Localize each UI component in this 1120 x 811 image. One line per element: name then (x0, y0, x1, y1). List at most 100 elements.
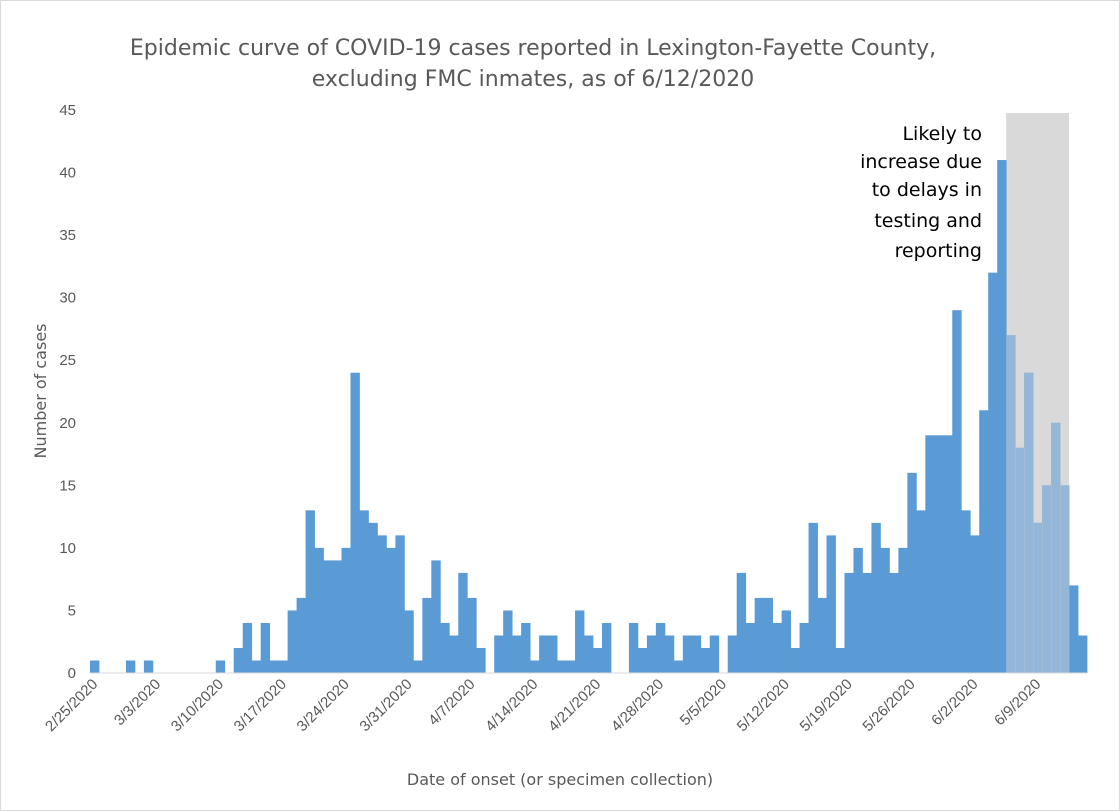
bar (494, 635, 504, 673)
bar (1060, 485, 1070, 673)
bar (431, 560, 441, 673)
bar (637, 647, 648, 673)
bar (925, 435, 935, 673)
x-tick-label: 3/10/2020 (168, 676, 227, 735)
x-tick-label: 6/2/2020 (928, 676, 981, 729)
bar (898, 547, 908, 673)
bar (754, 597, 765, 673)
bar (934, 435, 944, 673)
bar (799, 622, 809, 673)
bar (314, 547, 324, 673)
bar (1069, 585, 1079, 673)
y-tick-label: 35 (59, 227, 76, 244)
bar (853, 547, 863, 673)
bar (530, 660, 540, 673)
y-tick-label: 10 (59, 540, 76, 557)
y-tick-label: 20 (59, 415, 76, 432)
bar (584, 635, 594, 673)
bar (90, 660, 100, 673)
x-axis-title: Date of onset (or specimen collection) (407, 770, 713, 789)
bar (305, 510, 315, 673)
bar (377, 535, 387, 673)
bar (736, 572, 747, 673)
bar (970, 535, 980, 673)
y-tick-label: 0 (68, 665, 76, 682)
y-tick-label: 25 (59, 352, 76, 369)
bar (601, 622, 612, 673)
bar-overlay (1042, 485, 1052, 673)
x-tick-label: 4/7/2020 (425, 676, 478, 729)
bar (691, 635, 702, 673)
y-tick-label: 30 (59, 290, 76, 307)
bar (943, 435, 953, 673)
bar (215, 660, 226, 673)
x-tick-label: 4/28/2020 (608, 676, 667, 735)
chart-title-line-1: Epidemic curve of COVID-19 cases reporte… (130, 36, 936, 61)
bar (835, 647, 845, 673)
bar (269, 660, 280, 673)
y-tick-label: 45 (59, 102, 76, 119)
bar-overlay (1051, 422, 1061, 673)
x-tick-label: 5/19/2020 (797, 676, 856, 735)
bar (988, 272, 998, 673)
annotation-line-5: reporting (895, 240, 982, 262)
bar (727, 635, 738, 673)
y-tick-label: 40 (59, 165, 76, 182)
bar (664, 635, 675, 673)
x-tick-label: 6/9/2020 (991, 676, 1044, 729)
bar (467, 597, 477, 673)
bar (251, 660, 262, 673)
bar (961, 510, 971, 673)
bar (449, 635, 459, 673)
annotation-line-2: increase due (860, 151, 982, 173)
bar (1015, 447, 1025, 673)
bar (1024, 372, 1034, 673)
bar (772, 622, 783, 673)
bar (260, 622, 271, 673)
bar (745, 622, 756, 673)
x-tick-label: 5/26/2020 (859, 676, 918, 735)
bar (1051, 422, 1061, 673)
bar (332, 560, 342, 673)
bar (233, 647, 244, 673)
bar (1006, 335, 1016, 673)
bar (682, 635, 693, 673)
bar (296, 597, 306, 673)
x-tick-label: 3/24/2020 (294, 676, 353, 735)
bar (808, 522, 818, 673)
chart-title-line-2: excluding FMC inmates, as of 6/12/2020 (312, 67, 754, 92)
bar (916, 510, 926, 673)
bar (350, 372, 360, 673)
y-axis-ticks: 0 5 10 15 20 25 30 35 40 45 (59, 102, 76, 682)
bar (700, 647, 711, 673)
x-tick-label: 4/21/2020 (545, 676, 604, 735)
bar (592, 647, 603, 673)
y-tick-label: 15 (59, 477, 76, 494)
bar (781, 610, 791, 673)
y-axis-title: Number of cases (31, 324, 50, 459)
x-tick-label: 5/5/2020 (677, 676, 730, 729)
bar (979, 410, 989, 673)
bar (458, 572, 468, 673)
bar (566, 660, 576, 673)
x-tick-label: 4/14/2020 (482, 676, 541, 735)
bar-overlay (1024, 372, 1034, 673)
bar (1042, 485, 1052, 673)
bar (763, 597, 774, 673)
bar (395, 535, 405, 673)
bar-overlay (1060, 485, 1070, 673)
bar (386, 547, 396, 673)
bar (844, 572, 854, 673)
bar (242, 622, 253, 673)
bar (997, 160, 1007, 674)
bar (952, 310, 962, 673)
bar (125, 660, 136, 673)
bar (575, 610, 585, 673)
bar (278, 660, 289, 673)
bar (826, 535, 836, 673)
bar (817, 597, 827, 673)
annotation-line-4: testing and (874, 210, 982, 232)
bar (413, 660, 423, 673)
